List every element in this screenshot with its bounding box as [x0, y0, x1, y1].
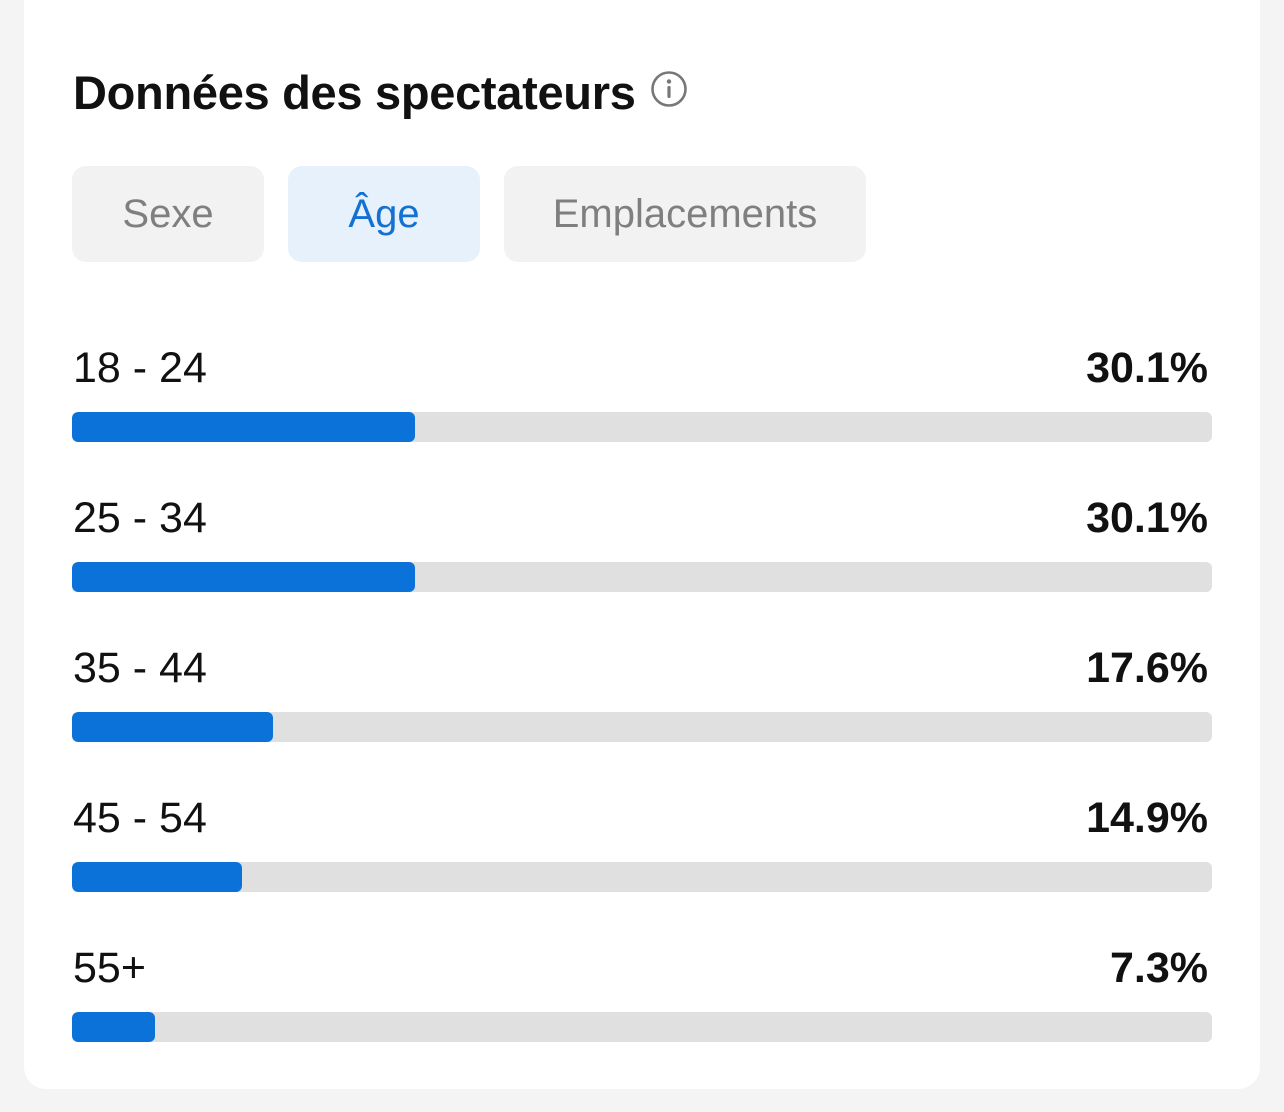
- age-percentage: 17.6%: [1086, 644, 1208, 692]
- progress-track: [72, 712, 1212, 742]
- age-distribution-list: 18 - 24 30.1% 25 - 34 30.1% 35 - 44 17.6…: [72, 340, 1212, 1090]
- age-row: 55+ 7.3%: [72, 940, 1212, 1090]
- age-row: 18 - 24 30.1%: [72, 340, 1212, 490]
- progress-fill: [72, 712, 273, 742]
- card-header: Données des spectateurs: [73, 62, 688, 122]
- progress-fill: [72, 562, 416, 592]
- card-title: Données des spectateurs: [73, 65, 636, 119]
- progress-fill: [72, 1012, 156, 1042]
- age-range-label: 18 - 24: [73, 344, 207, 392]
- info-icon[interactable]: [650, 70, 688, 108]
- progress-track: [72, 862, 1212, 892]
- age-percentage: 30.1%: [1086, 344, 1208, 392]
- age-row: 45 - 54 14.9%: [72, 790, 1212, 940]
- age-range-label: 45 - 54: [73, 794, 207, 842]
- progress-track: [72, 412, 1212, 442]
- progress-fill: [72, 862, 242, 892]
- progress-track: [72, 1012, 1212, 1042]
- tab-age[interactable]: Âge: [288, 166, 480, 262]
- age-percentage: 30.1%: [1086, 494, 1208, 542]
- age-range-label: 35 - 44: [73, 644, 207, 692]
- progress-fill: [72, 412, 416, 442]
- progress-track: [72, 562, 1212, 592]
- tab-sexe[interactable]: Sexe: [72, 166, 264, 262]
- age-percentage: 14.9%: [1086, 794, 1208, 842]
- age-range-label: 55+: [73, 944, 146, 992]
- age-row: 35 - 44 17.6%: [72, 640, 1212, 790]
- age-range-label: 25 - 34: [73, 494, 207, 542]
- age-row: 25 - 34 30.1%: [72, 490, 1212, 640]
- age-percentage: 7.3%: [1109, 944, 1208, 992]
- tab-emplacements[interactable]: Emplacements: [504, 166, 866, 262]
